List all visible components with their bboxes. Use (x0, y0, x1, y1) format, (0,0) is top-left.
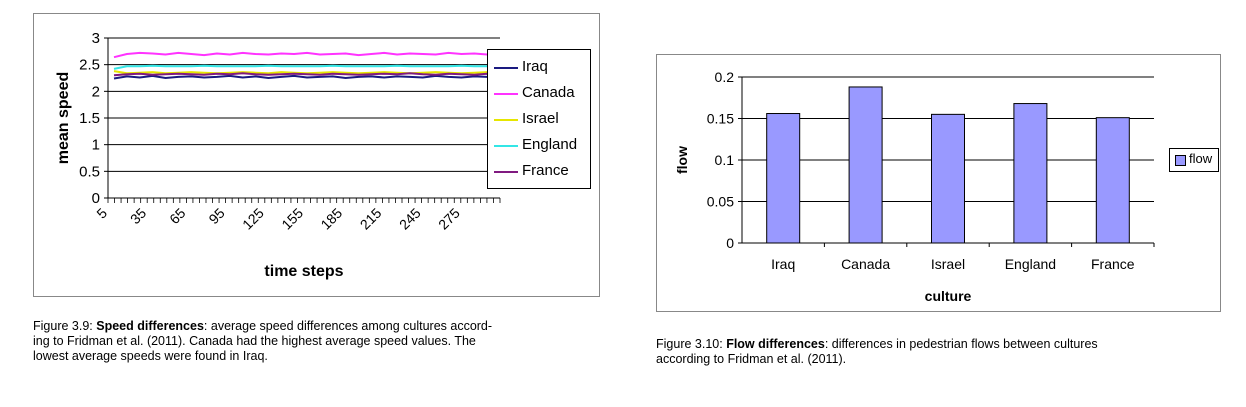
speed-caption-line2: ing to Fridman et al. (2011). Canada had… (33, 334, 476, 348)
flow-y-tick-label: 0.2 (715, 69, 735, 85)
speed-legend-swatch (494, 171, 518, 173)
flow-x-tick-label: Canada (841, 256, 890, 272)
speed-caption-bold: Speed differences (96, 319, 204, 333)
flow-y-tick-label: 0.15 (707, 111, 734, 127)
speed-legend-swatch (494, 145, 518, 147)
flow-caption-bold: Flow differences (726, 337, 825, 351)
speed-caption-line1: : average speed differences among cultur… (203, 319, 493, 333)
speed-legend-label: Israel (522, 110, 559, 127)
flow-bar-israel (931, 113, 965, 244)
speed-legend-label: France (522, 162, 569, 179)
flow-caption-prefix: Figure 3.10: (656, 337, 727, 351)
speed-y-tick-label: 3 (92, 30, 100, 47)
flow-x-tick-label: Israel (931, 256, 965, 272)
flow-x-tick-label: France (1091, 256, 1135, 272)
speed-legend-label: England (522, 136, 578, 153)
speed-legend-label: Canada (522, 84, 575, 101)
speed-series-line-england (113, 64, 500, 70)
speed-y-tick-label: 0.5 (79, 163, 100, 180)
flow-x-tick-label: Iraq (771, 256, 795, 272)
flow-legend-swatch (1175, 155, 1186, 166)
speed-series-line-canada (113, 51, 501, 59)
speed-x-tick-label: 95 (205, 205, 227, 227)
speed-caption-prefix: Figure 3.9: (33, 319, 97, 333)
speed-y-tick-label: 2.5 (79, 57, 100, 74)
flow-y-tick-label: 0 (726, 235, 734, 251)
speed-x-axis-title: time steps (264, 263, 343, 280)
speed-series-line-israel (113, 70, 501, 75)
flow-caption-line1: : differences in pedestrian flows betwee… (824, 337, 1098, 351)
speed-chart: 0 0.5 1 1.5 2 2.5 3 5 35 65 95 125 155 185 215 245 275 ti… (33, 13, 600, 297)
flow-caption: Figure 3.10: Flow differences: differenc… (656, 337, 1231, 367)
flow-legend: flow (1169, 148, 1219, 172)
speed-x-tick-label: 245 (396, 205, 424, 233)
speed-x-tick-label: 275 (435, 205, 463, 233)
speed-x-tick-label: 35 (127, 205, 149, 227)
speed-legend-swatch (494, 119, 518, 121)
speed-caption-line3: lowest average speeds were found in Iraq… (33, 349, 268, 363)
speed-x-tick-label: 155 (278, 205, 306, 233)
flow-chart: 0 0.05 0.1 0.15 0.2 Iraq Canada Israel England Fr… (656, 54, 1221, 312)
speed-y-tick-label: 1.5 (79, 110, 100, 127)
speed-x-tick-label: 65 (166, 205, 188, 227)
speed-x-tick-label: 215 (357, 205, 385, 233)
flow-y-tick-label: 0.05 (707, 194, 734, 210)
speed-x-tick-label: 125 (239, 205, 267, 233)
flow-x-axis-title: culture (925, 288, 972, 304)
speed-x-tick-label: 5 (93, 205, 110, 222)
speed-y-tick-label: 0 (92, 190, 100, 207)
speed-y-axis-title: mean speed (55, 72, 72, 164)
speed-series-line-france (113, 72, 501, 77)
flow-bar-iraq (766, 113, 801, 244)
speed-x-tick-label: 185 (317, 205, 345, 233)
flow-bar-canada (848, 86, 883, 244)
speed-legend-swatch (494, 93, 518, 95)
flow-bar-france (1095, 117, 1130, 244)
speed-series-line-iraq (113, 74, 501, 80)
flow-y-axis-title: flow (674, 146, 690, 174)
speed-legend: Iraq Canada Israel England France (487, 49, 591, 189)
speed-chart-plot: 00.511.522.535 35 65 95 125 155 185 215 245 275ti… (55, 30, 501, 280)
flow-y-tick-label: 0.1 (715, 152, 735, 168)
speed-y-tick-label: 2 (92, 83, 100, 100)
flow-x-tick-label: England (1005, 256, 1056, 272)
flow-bar-england (1013, 103, 1048, 244)
speed-y-tick-label: 1 (92, 137, 100, 154)
speed-legend-swatch (494, 67, 518, 69)
speed-caption: Figure 3.9: Speed differences: average s… (33, 319, 608, 364)
flow-legend-label: flow (1189, 151, 1213, 166)
flow-chart-plot: 0 0.05 0.1 0.15 0.2 Iraq Canada Israel England Fr… (674, 69, 1155, 304)
speed-legend-label: Iraq (522, 58, 548, 75)
flow-caption-line2: according to Fridman et al. (2011). (656, 352, 847, 366)
